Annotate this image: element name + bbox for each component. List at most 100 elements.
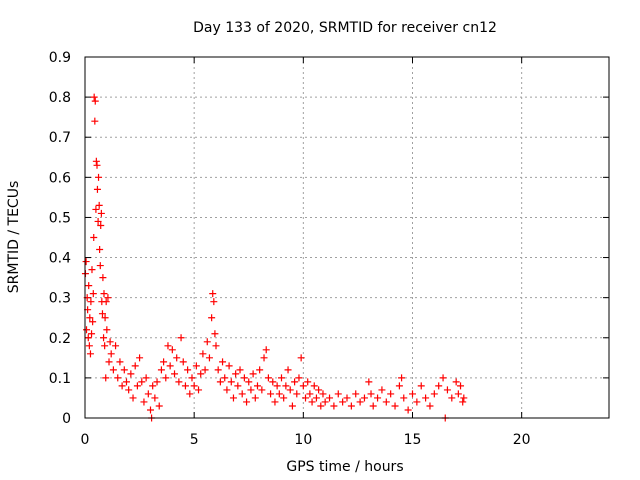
- x-tick-label: 15: [404, 432, 422, 448]
- data-point: [192, 362, 200, 370]
- data-point: [409, 390, 416, 398]
- y-tick-label: 0.8: [49, 90, 71, 106]
- data-point: [157, 366, 165, 374]
- data-point: [99, 274, 107, 282]
- data-point: [190, 382, 198, 390]
- data-point: [90, 93, 98, 101]
- y-tick-label: 0.3: [49, 291, 71, 307]
- x-tick-label: 0: [81, 432, 90, 448]
- data-point: [374, 394, 382, 402]
- data-point: [280, 394, 288, 402]
- data-point: [82, 258, 90, 266]
- data-point: [84, 334, 92, 342]
- y-tick-label: 0.1: [49, 371, 71, 387]
- data-point: [116, 358, 124, 366]
- x-tick-label: 10: [294, 432, 312, 448]
- data-point: [260, 354, 268, 362]
- data-point: [365, 378, 373, 386]
- data-point: [245, 378, 253, 386]
- x-axis-ticks: 0 5 10 15 20: [81, 57, 531, 448]
- x-tick-label: 20: [513, 432, 531, 448]
- y-axis-label: SRMTID / TECUs: [6, 181, 22, 294]
- data-point: [435, 382, 443, 390]
- data-point: [89, 290, 97, 298]
- data-point: [284, 366, 292, 374]
- data-point: [211, 330, 219, 338]
- chart-title: Day 133 of 2020, SRMTID for receiver cn1…: [193, 20, 497, 36]
- data-point: [229, 394, 237, 402]
- data-point: [83, 326, 91, 334]
- data-point: [96, 246, 104, 254]
- data-point: [293, 390, 301, 398]
- data-point: [91, 117, 99, 125]
- data-point: [253, 382, 261, 390]
- data-point: [236, 366, 244, 374]
- data-point: [127, 370, 135, 378]
- data-point: [151, 394, 159, 402]
- data-point: [184, 366, 192, 374]
- data-point: [144, 390, 152, 398]
- data-point: [356, 398, 364, 406]
- data-point: [404, 406, 412, 414]
- data-point: [247, 386, 255, 394]
- data-point: [238, 390, 246, 398]
- data-point: [102, 374, 110, 382]
- data-point: [312, 394, 320, 402]
- data-point: [291, 378, 299, 386]
- data-point: [164, 342, 172, 350]
- data-point: [101, 314, 109, 322]
- data-point: [295, 374, 303, 382]
- data-point: [114, 374, 122, 382]
- data-point: [93, 185, 101, 193]
- data-point: [86, 314, 94, 322]
- x-tick-label: 5: [190, 432, 199, 448]
- y-tick-label: 0.7: [49, 130, 71, 146]
- data-point: [125, 386, 133, 394]
- data-point: [391, 402, 399, 410]
- data-point: [88, 330, 96, 338]
- data-point: [149, 382, 157, 390]
- data-point: [258, 386, 266, 394]
- data-point: [109, 366, 117, 374]
- data-point: [140, 398, 148, 406]
- data-point: [264, 374, 272, 382]
- data-point: [171, 370, 179, 378]
- data-point: [288, 402, 296, 410]
- data-point: [105, 358, 113, 366]
- data-point: [267, 390, 275, 398]
- data-points: [81, 93, 468, 422]
- y-tick-label: 0.9: [49, 50, 71, 66]
- data-point: [286, 386, 294, 394]
- data-point: [85, 282, 93, 290]
- data-point: [210, 298, 218, 306]
- data-point: [439, 374, 447, 382]
- data-point: [243, 398, 251, 406]
- data-point: [339, 398, 347, 406]
- data-point: [413, 398, 421, 406]
- data-point: [430, 390, 438, 398]
- data-point: [209, 290, 217, 298]
- data-point: [378, 386, 386, 394]
- y-tick-label: 0: [62, 411, 71, 427]
- data-point: [153, 378, 161, 386]
- data-point: [452, 378, 460, 386]
- data-point: [188, 374, 196, 382]
- data-point: [459, 398, 467, 406]
- data-point: [201, 366, 209, 374]
- data-point: [98, 310, 106, 318]
- grid-layer: [85, 57, 609, 418]
- data-point: [282, 382, 290, 390]
- data-point: [321, 398, 329, 406]
- data-point: [85, 342, 93, 350]
- data-point: [155, 402, 163, 410]
- data-point: [275, 390, 283, 398]
- data-point: [88, 266, 96, 274]
- data-point: [251, 394, 259, 402]
- data-point: [369, 402, 377, 410]
- data-point: [122, 378, 130, 386]
- data-point: [269, 378, 277, 386]
- data-point: [181, 382, 189, 390]
- data-point: [203, 338, 211, 346]
- data-point: [92, 205, 100, 213]
- data-point: [118, 382, 126, 390]
